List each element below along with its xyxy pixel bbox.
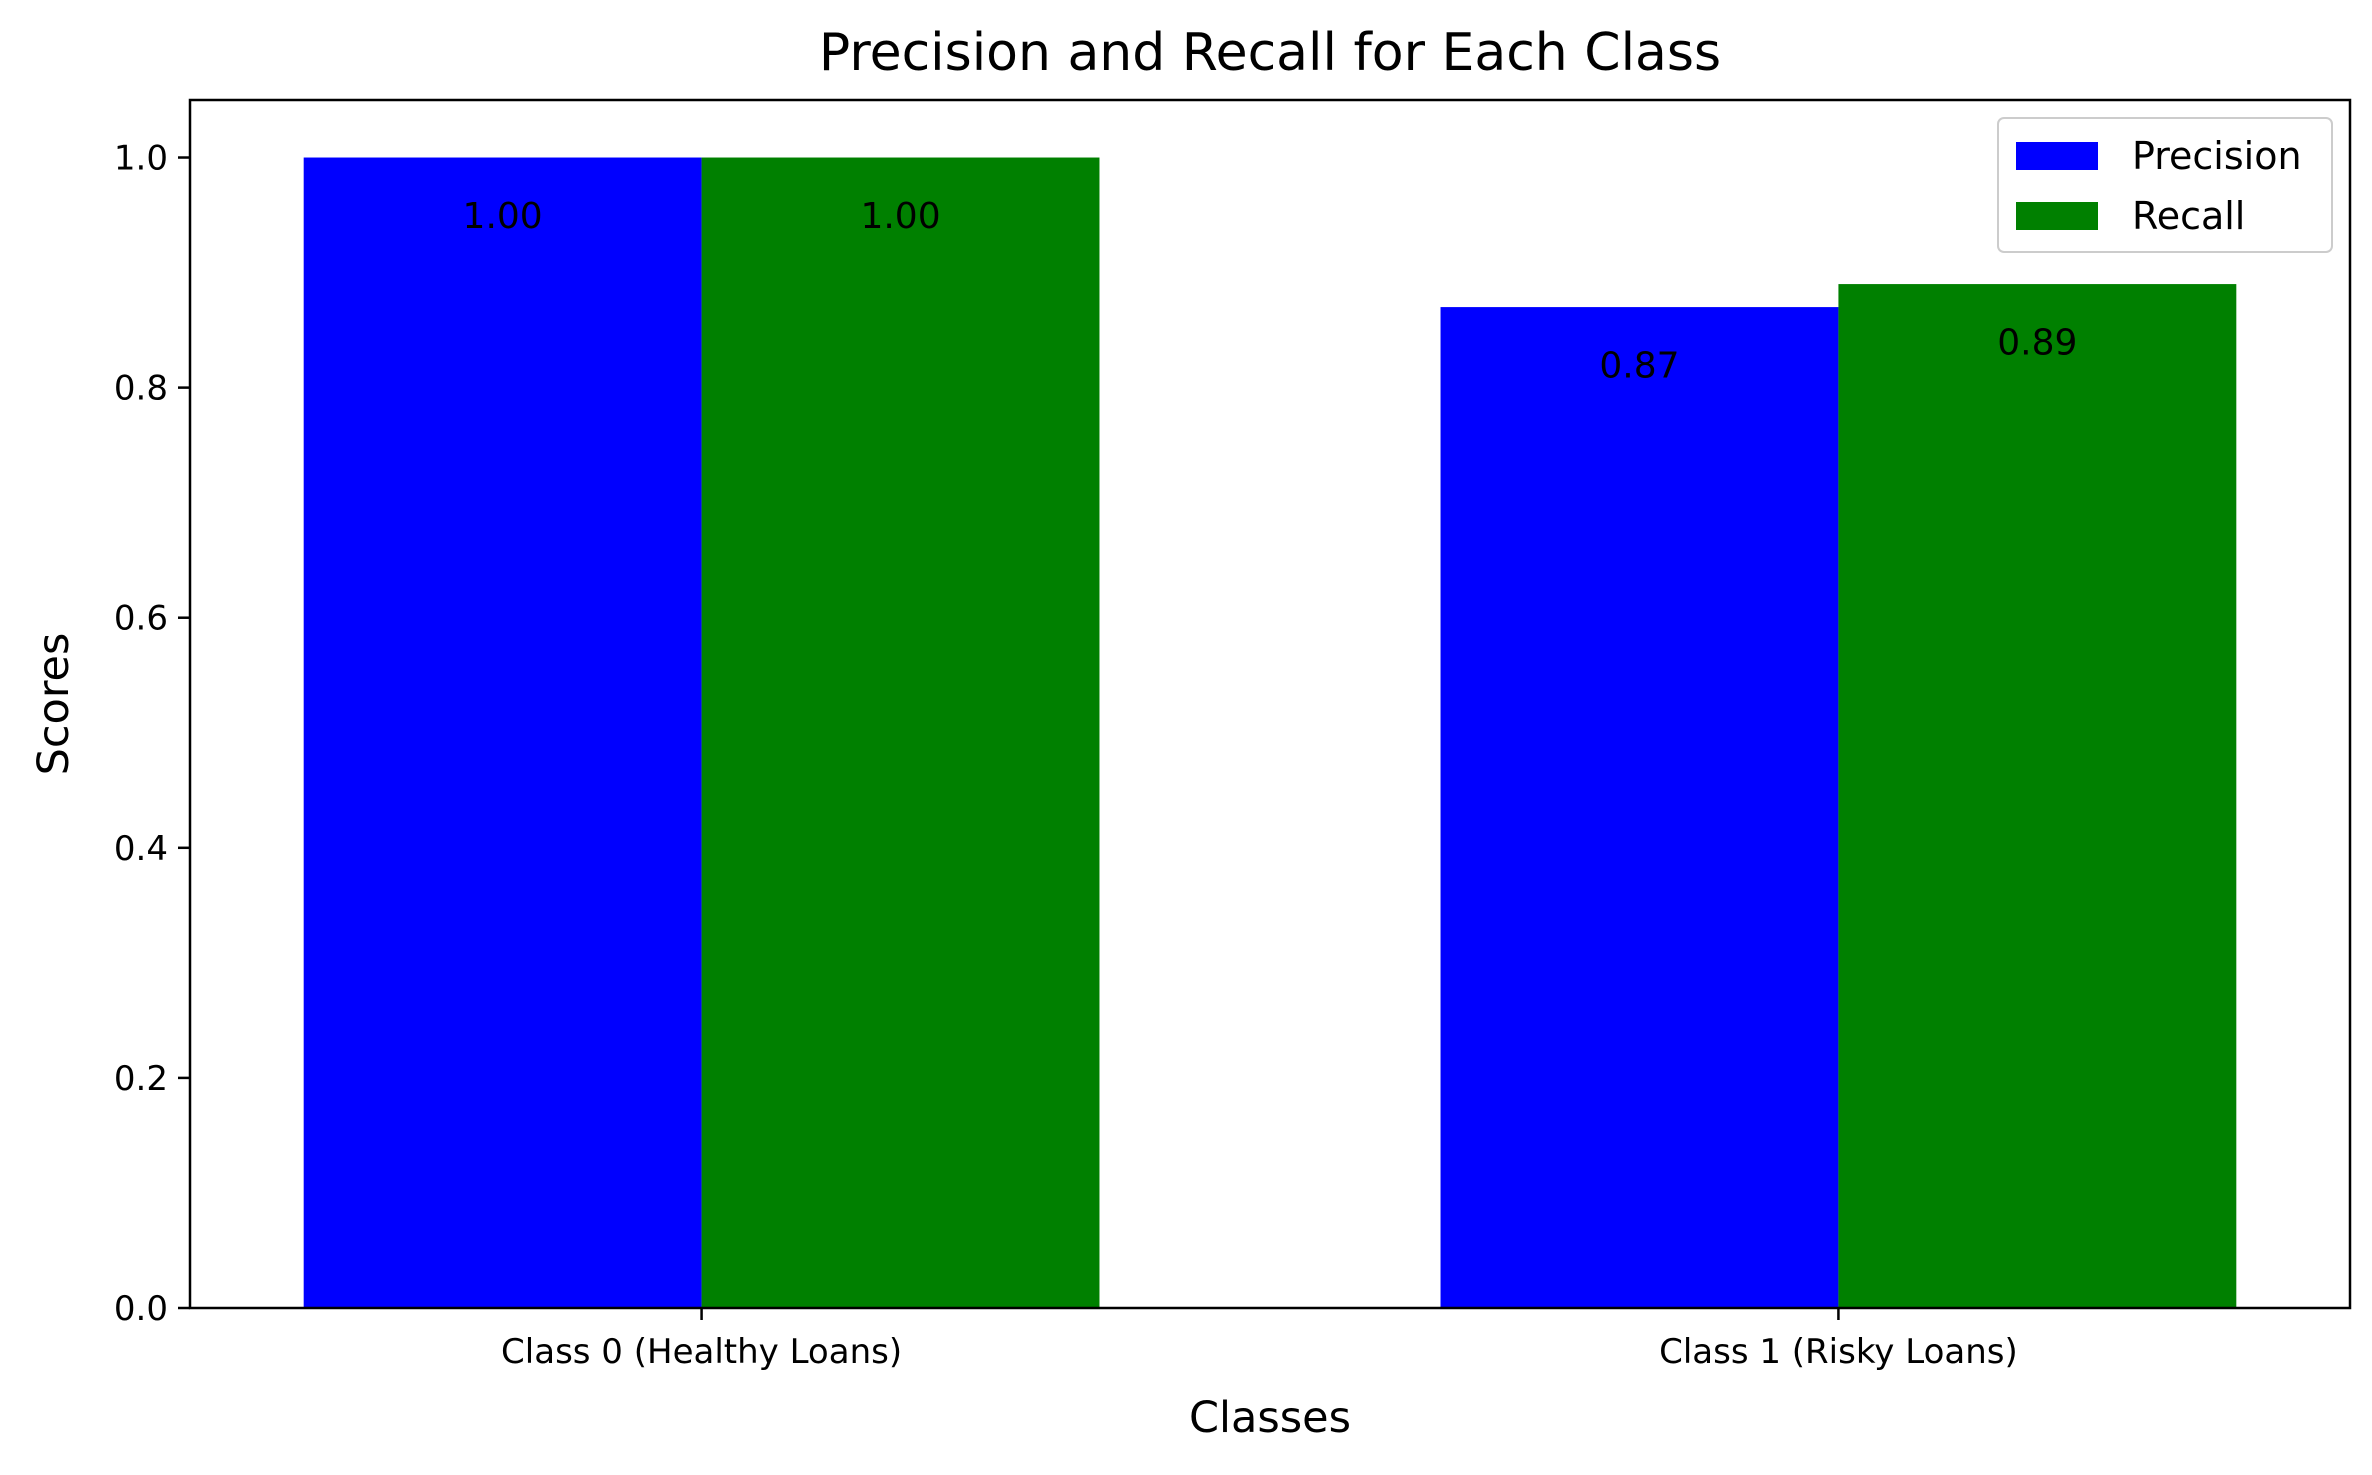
data-label-precision-class-0-healthy-loans: 1.00 <box>463 196 543 237</box>
bars <box>303 157 2237 1309</box>
legend-label-precision: Precision <box>2132 134 2302 178</box>
bar-precision-class-1-risky-loans <box>1440 307 1839 1309</box>
data-label-precision-class-1-risky-loans: 0.87 <box>1599 346 1679 387</box>
x-axis: Class 0 (Healthy Loans) Class 1 (Risky Lo… <box>501 1308 2018 1372</box>
legend-swatch-recall <box>2016 202 2098 230</box>
y-tick-label: 1.0 <box>114 139 168 179</box>
y-tick-label: 0.8 <box>114 369 168 409</box>
bar-precision-class-0-healthy-loans <box>303 157 702 1308</box>
y-tick-label: 0.2 <box>114 1059 168 1099</box>
x-tick-label-class-1-risky-loans: Class 1 (Risky Loans) <box>1659 1332 2018 1372</box>
legend: Precision Recall <box>1997 117 2333 253</box>
y-axis-title: Scores <box>29 633 79 776</box>
y-tick-label: 0.0 <box>114 1289 168 1329</box>
legend-label-recall: Recall <box>2132 194 2245 238</box>
x-tick-label-class-0-healthy-loans: Class 0 (Healthy Loans) <box>501 1332 902 1372</box>
y-axis: 0.0 0.2 0.4 0.6 0.8 1.0 <box>114 139 190 1329</box>
data-labels: 1.00 0.87 1.00 0.89 <box>463 196 2078 387</box>
legend-swatch-precision <box>2016 142 2098 170</box>
bar-recall-class-0-healthy-loans <box>701 157 1100 1308</box>
y-tick-label: 0.4 <box>114 829 168 869</box>
data-label-recall-class-1-risky-loans: 0.89 <box>1997 323 2077 364</box>
y-tick-label: 0.6 <box>114 599 168 639</box>
chart-title: Precision and Recall for Each Class <box>819 23 1721 83</box>
x-axis-title: Classes <box>1189 1393 1351 1443</box>
bar-recall-class-1-risky-loans <box>1838 284 2237 1309</box>
data-label-recall-class-0-healthy-loans: 1.00 <box>860 196 940 237</box>
plot-frame <box>188 98 2352 1310</box>
